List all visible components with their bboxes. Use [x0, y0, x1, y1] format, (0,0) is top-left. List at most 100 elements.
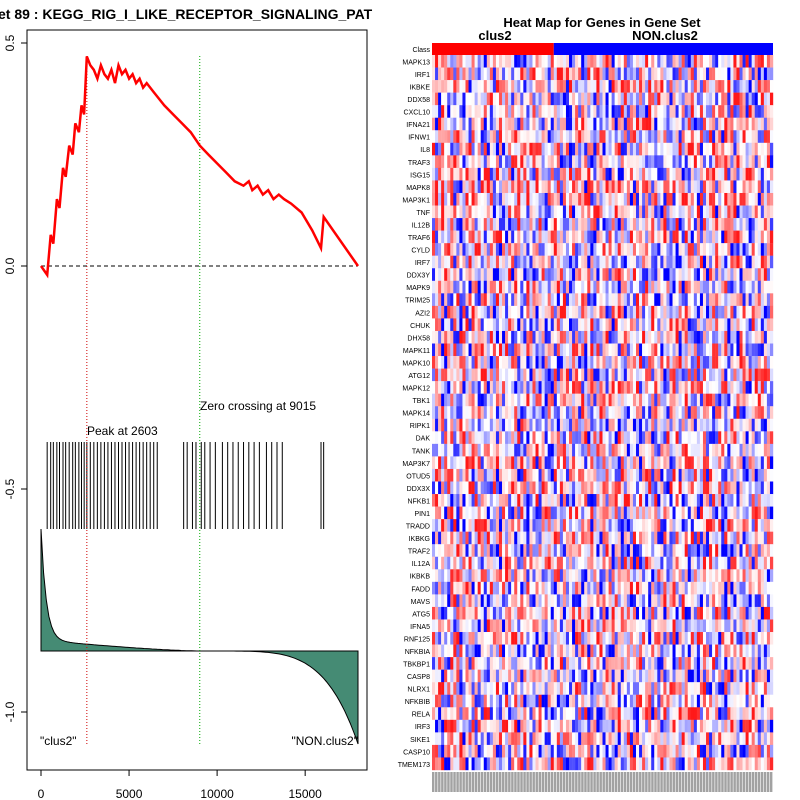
heat-cell — [733, 55, 737, 68]
heat-cell — [441, 105, 445, 118]
heat-cell — [757, 418, 762, 432]
heat-cell — [721, 142, 725, 156]
heat-cell — [435, 406, 439, 419]
heat-cell — [587, 92, 591, 106]
heat-cell — [544, 167, 548, 181]
heat-cell — [651, 305, 655, 319]
heat-cell — [565, 531, 570, 545]
heat-cell — [517, 318, 521, 332]
heat-cell — [587, 130, 591, 143]
heat-cell — [702, 406, 707, 419]
heat-cell — [572, 243, 576, 256]
heat-cell — [559, 406, 564, 419]
heat-cell — [471, 544, 475, 557]
heat-cell — [651, 443, 655, 457]
heat-cell — [599, 80, 603, 93]
heat-cell — [751, 305, 755, 319]
heat-cell — [444, 406, 448, 419]
heat-cell — [471, 155, 475, 169]
heat-cell — [550, 117, 554, 131]
heat-cell — [718, 230, 722, 244]
heat-cell — [693, 243, 698, 256]
heat-cell — [456, 556, 460, 570]
heat-cell — [608, 55, 612, 68]
heat-cell — [672, 255, 676, 269]
heat-cell — [669, 92, 673, 106]
heat-cell — [709, 393, 713, 407]
heat-cell — [498, 318, 503, 332]
heat-cell — [675, 343, 679, 357]
heat-cell — [468, 318, 472, 332]
heat-cell — [578, 544, 582, 557]
heat-cell — [572, 205, 576, 219]
heat-cell — [514, 255, 518, 269]
heat-cell — [535, 268, 539, 281]
heat-cell — [690, 305, 695, 319]
heat-cell — [498, 494, 503, 507]
heat-cell — [617, 243, 621, 256]
heat-cell — [635, 468, 640, 482]
heat-cell — [709, 418, 713, 432]
y-tick-label-3: -1.0 — [3, 701, 17, 722]
heat-cell — [569, 167, 573, 181]
heat-cell — [748, 155, 752, 169]
heat-cell — [614, 230, 618, 244]
heat-cell — [569, 318, 573, 332]
enrichment-plot-frame — [26, 29, 368, 771]
heat-cell — [435, 268, 439, 281]
heat-cell — [626, 142, 631, 156]
heat-cell — [632, 67, 637, 81]
heat-cell — [569, 544, 573, 557]
heat-cell — [718, 531, 722, 545]
heat-cell — [532, 418, 536, 432]
heat-cell — [608, 393, 612, 407]
heat-cell — [654, 105, 658, 118]
heat-cell — [477, 406, 481, 419]
heat-cell — [614, 581, 618, 595]
heat-cell — [684, 456, 688, 470]
heat-cell — [578, 180, 582, 194]
heat-cell — [465, 293, 469, 307]
heat-cell — [508, 569, 512, 583]
heat-cell — [456, 130, 460, 143]
heat-cell — [523, 356, 527, 369]
heat-cell — [666, 468, 670, 482]
heat-cell — [480, 92, 484, 106]
heat-cell — [605, 481, 609, 495]
heat-cell — [492, 293, 497, 307]
heat-cell — [645, 130, 649, 143]
heat-cell — [648, 393, 652, 407]
heat-cell — [666, 117, 670, 131]
heat-cell — [462, 280, 466, 294]
heat-cell — [432, 581, 436, 595]
heat-cell — [736, 494, 740, 507]
heat-cell — [626, 268, 631, 281]
heat-cell — [760, 556, 765, 570]
heat-cell — [462, 431, 466, 445]
heat-cell — [730, 305, 734, 319]
heat-cell — [450, 468, 454, 482]
heat-cell — [766, 481, 771, 495]
heat-cell — [465, 481, 469, 495]
heat-cell — [721, 318, 725, 332]
heat-cell — [724, 443, 728, 457]
heat-cell — [602, 431, 606, 445]
heat-cell — [617, 456, 621, 470]
heat-cell — [596, 356, 600, 369]
heat-cell — [760, 180, 765, 194]
heat-cell — [547, 92, 551, 106]
heat-cell — [748, 180, 752, 194]
heat-cell — [657, 117, 661, 131]
heat-cell — [508, 192, 512, 206]
heat-cell — [748, 519, 752, 532]
heat-cell — [556, 594, 561, 608]
heat-cell — [581, 243, 585, 256]
heat-cell — [632, 581, 637, 595]
heat-cell — [745, 117, 749, 131]
heat-cell — [699, 130, 704, 143]
heat-cell — [754, 142, 758, 156]
heat-cell — [690, 456, 695, 470]
heat-cell — [468, 142, 472, 156]
heat-cell — [459, 80, 463, 93]
heat-cell — [578, 481, 582, 495]
